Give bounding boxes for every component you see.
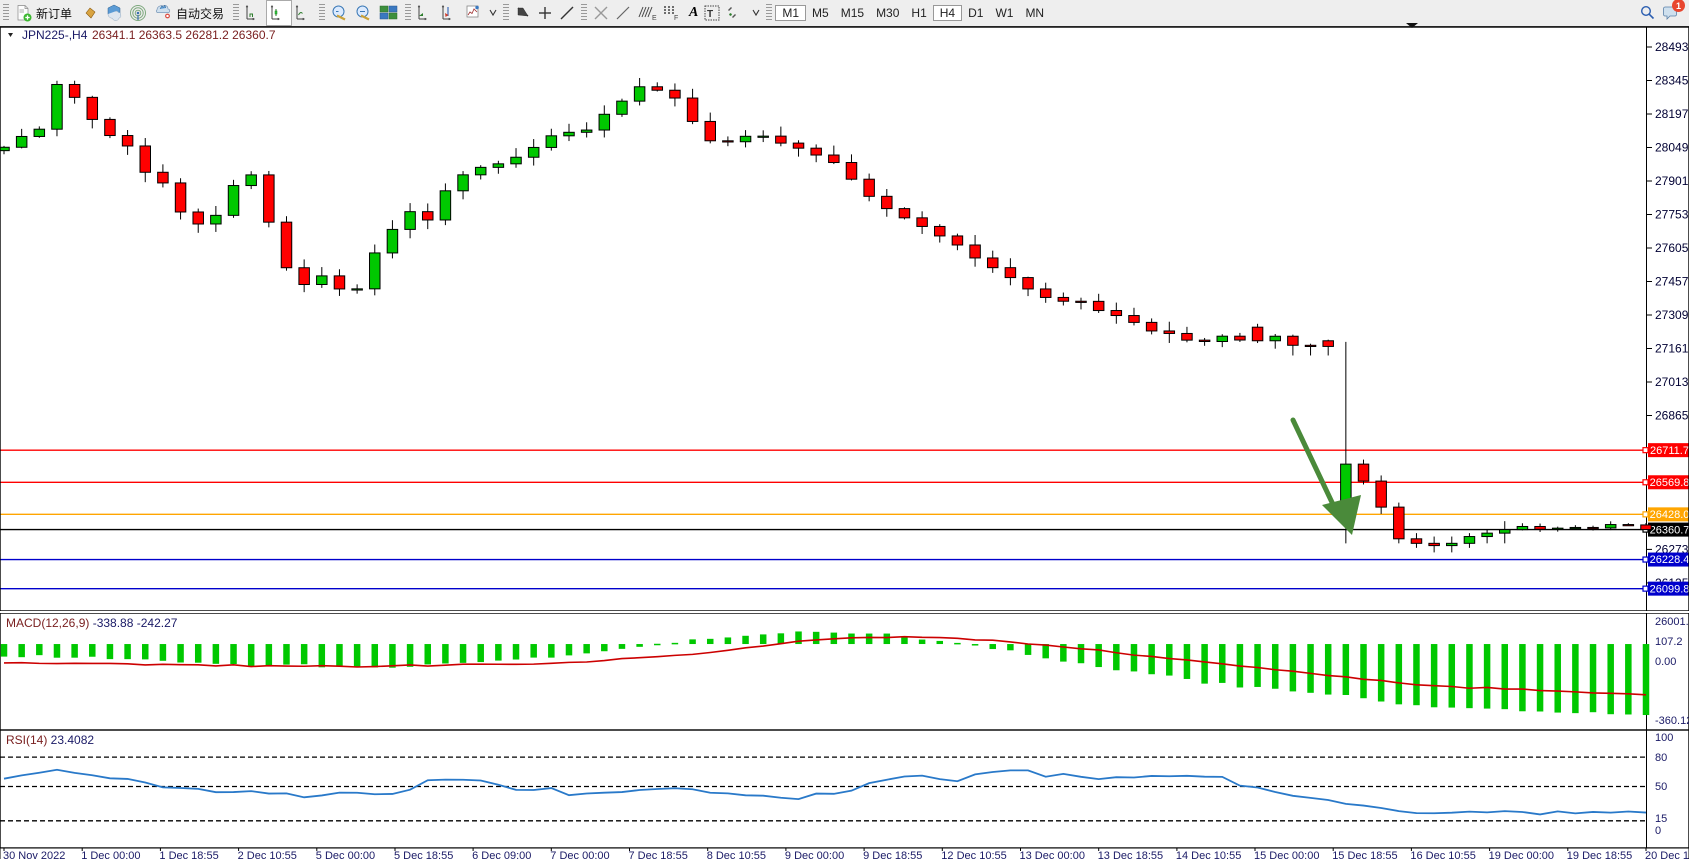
svg-text:100: 100 xyxy=(1655,732,1673,744)
svg-text:26711.7: 26711.7 xyxy=(1650,445,1689,457)
svg-text:F: F xyxy=(674,15,678,21)
svg-text:26001.0: 26001.0 xyxy=(1655,616,1689,628)
svg-text:26428.0: 26428.0 xyxy=(1650,509,1689,521)
svg-text:28197.0: 28197.0 xyxy=(1655,107,1689,121)
svg-text:12 Dec 10:55: 12 Dec 10:55 xyxy=(941,850,1006,859)
svg-text:27753.0: 27753.0 xyxy=(1655,208,1689,222)
svg-text:26360.7: 26360.7 xyxy=(1650,524,1689,536)
svg-text:19 Dec 18:55: 19 Dec 18:55 xyxy=(1567,850,1632,859)
svg-text:5 Dec 00:00: 5 Dec 00:00 xyxy=(316,850,375,859)
svg-text:9 Dec 18:55: 9 Dec 18:55 xyxy=(863,850,922,859)
svg-text:6 Dec 09:00: 6 Dec 09:00 xyxy=(472,850,531,859)
svg-text:-360.12: -360.12 xyxy=(1655,715,1689,727)
svg-text:28493.0: 28493.0 xyxy=(1655,40,1689,54)
svg-text:50: 50 xyxy=(1655,781,1667,793)
svg-text:0: 0 xyxy=(1655,825,1661,837)
svg-text:107.2: 107.2 xyxy=(1655,636,1683,648)
svg-text:30 Nov 2022: 30 Nov 2022 xyxy=(3,850,65,859)
svg-text:8 Dec 10:55: 8 Dec 10:55 xyxy=(707,850,766,859)
svg-text:26228.4: 26228.4 xyxy=(1650,554,1689,566)
svg-text:26865.0: 26865.0 xyxy=(1655,409,1689,423)
svg-text:0.00: 0.00 xyxy=(1655,656,1676,668)
svg-text:13 Dec 00:00: 13 Dec 00:00 xyxy=(1020,850,1085,859)
svg-text:27901.0: 27901.0 xyxy=(1655,174,1689,188)
svg-text:E: E xyxy=(652,15,657,21)
svg-text:7 Dec 18:55: 7 Dec 18:55 xyxy=(629,850,688,859)
svg-text:20 Dec 10:55: 20 Dec 10:55 xyxy=(1645,850,1689,859)
svg-text:RSI(14) 23.4082: RSI(14) 23.4082 xyxy=(6,733,94,747)
svg-text:26341.1 26363.5 26281.2 26360.: 26341.1 26363.5 26281.2 26360.7 xyxy=(92,28,276,42)
svg-text:27309.0: 27309.0 xyxy=(1655,308,1689,322)
svg-text:5 Dec 18:55: 5 Dec 18:55 xyxy=(394,850,453,859)
svg-text:26099.8: 26099.8 xyxy=(1650,583,1689,595)
svg-text:1 Dec 18:55: 1 Dec 18:55 xyxy=(159,850,218,859)
svg-text:26569.8: 26569.8 xyxy=(1650,477,1689,489)
svg-text:15 Dec 00:00: 15 Dec 00:00 xyxy=(1254,850,1319,859)
svg-text:15: 15 xyxy=(1655,813,1667,825)
svg-text:19 Dec 00:00: 19 Dec 00:00 xyxy=(1489,850,1554,859)
svg-text:28345.0: 28345.0 xyxy=(1655,74,1689,88)
svg-text:15 Dec 18:55: 15 Dec 18:55 xyxy=(1332,850,1397,859)
svg-text:27161.0: 27161.0 xyxy=(1655,342,1689,356)
svg-text:14 Dec 10:55: 14 Dec 10:55 xyxy=(1176,850,1241,859)
svg-text:2 Dec 10:55: 2 Dec 10:55 xyxy=(238,850,297,859)
svg-text:27605.0: 27605.0 xyxy=(1655,241,1689,255)
svg-text:16 Dec 10:55: 16 Dec 10:55 xyxy=(1410,850,1475,859)
svg-text:28049.0: 28049.0 xyxy=(1655,141,1689,155)
svg-text:13 Dec 18:55: 13 Dec 18:55 xyxy=(1098,850,1163,859)
svg-text:80: 80 xyxy=(1655,752,1667,764)
svg-text:27457.0: 27457.0 xyxy=(1655,275,1689,289)
svg-text:27013.0: 27013.0 xyxy=(1655,375,1689,389)
svg-text:7 Dec 00:00: 7 Dec 00:00 xyxy=(550,850,609,859)
svg-text:1 Dec 00:00: 1 Dec 00:00 xyxy=(81,850,140,859)
svg-text:MACD(12,26,9) -338.88 -242.27: MACD(12,26,9) -338.88 -242.27 xyxy=(6,616,178,630)
svg-text:9 Dec 00:00: 9 Dec 00:00 xyxy=(785,850,844,859)
svg-text:T: T xyxy=(707,9,713,20)
svg-text:JPN225-,H4: JPN225-,H4 xyxy=(22,28,88,42)
